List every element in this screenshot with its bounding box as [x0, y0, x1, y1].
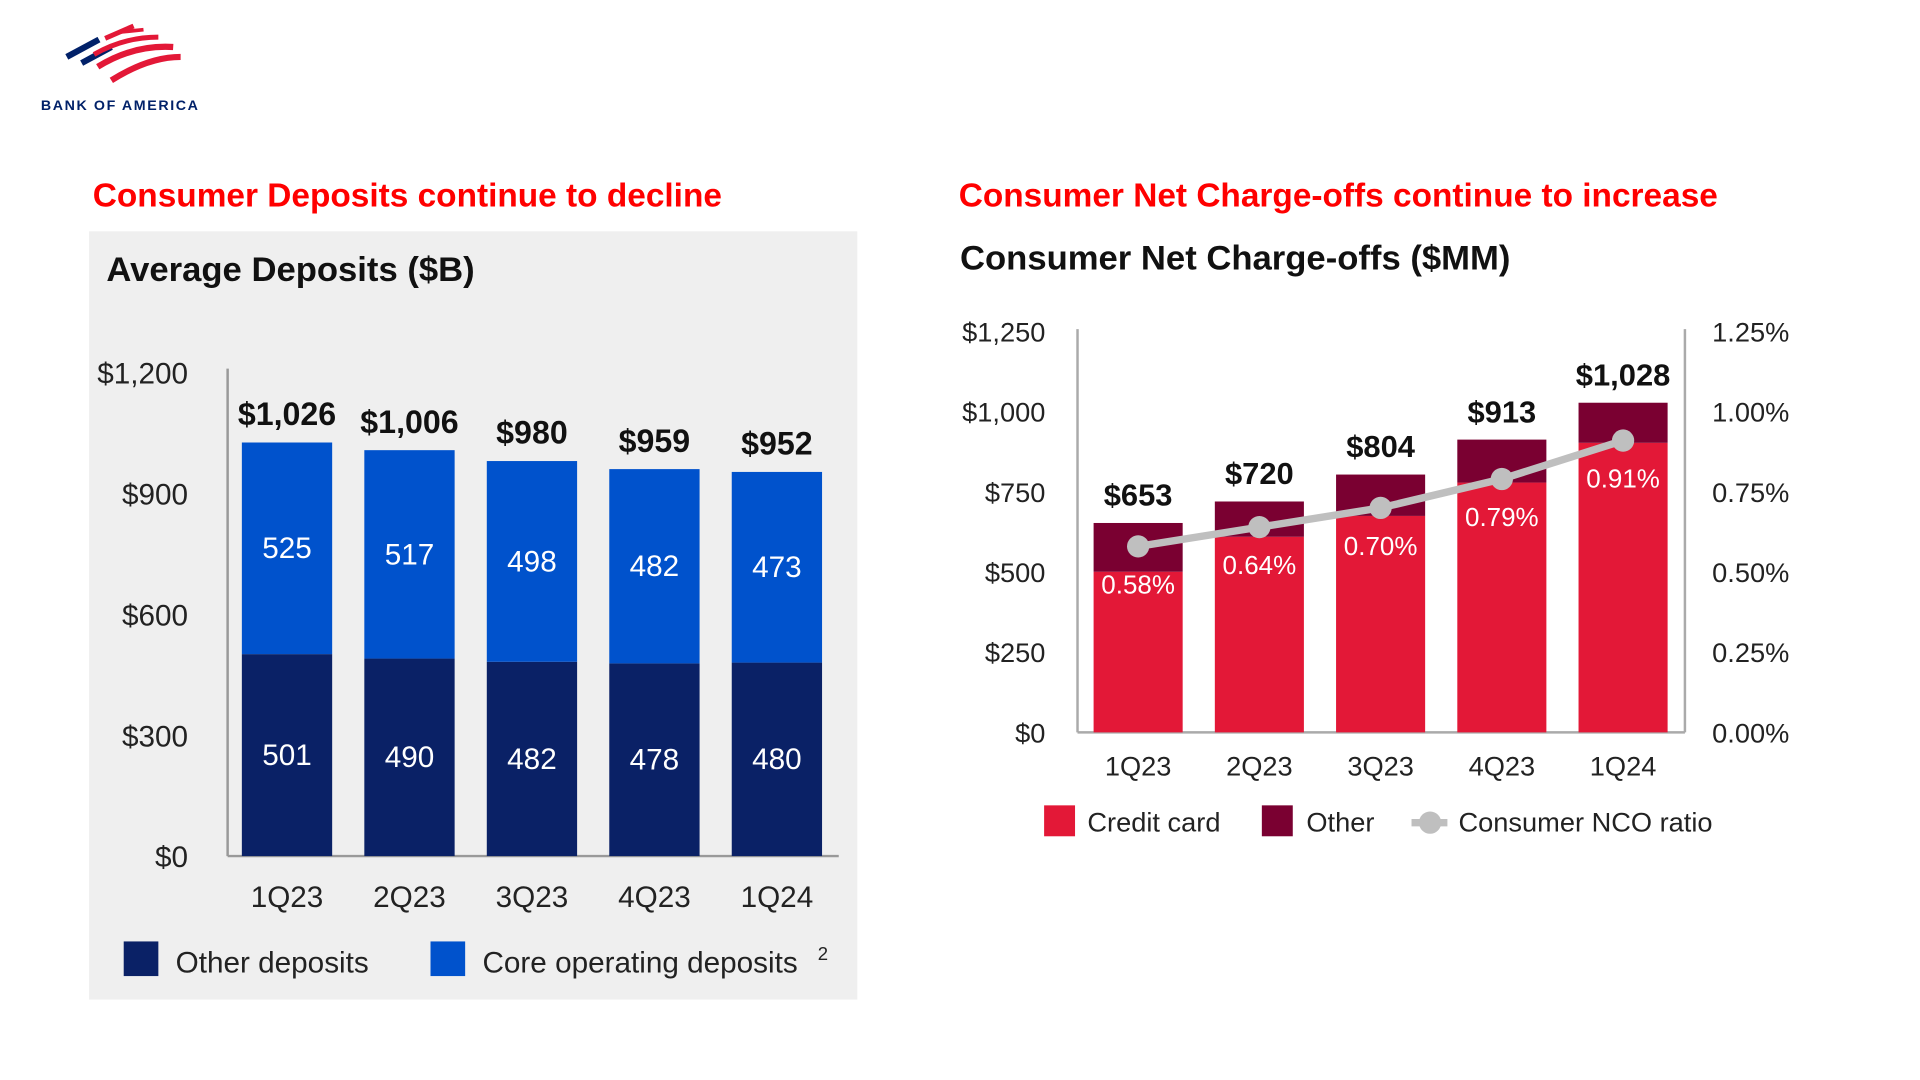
- y-tick-label: $900: [122, 478, 188, 511]
- bar-segment-core-operating: [364, 450, 455, 659]
- bar-total-label: $1,026: [238, 396, 336, 432]
- bar-segment-core-operating: [731, 471, 823, 663]
- nco-ratio-label: 0.58%: [1101, 569, 1175, 599]
- legend-label-core-operating: Core operating deposits: [482, 946, 797, 979]
- x-tick-label: 1Q23: [1105, 751, 1172, 782]
- legend-swatch-core-operating: [430, 941, 466, 977]
- legend-swatch-other: [1261, 805, 1293, 837]
- deposits-headline: Consumer Deposits continue to decline: [92, 176, 722, 215]
- x-tick-label: 2Q23: [373, 881, 446, 914]
- nco-ratio-point: [1490, 467, 1513, 491]
- legend-marker-nco-ratio: [1418, 811, 1442, 834]
- nco-ratio-point: [1248, 516, 1271, 539]
- bar-value-label: 482: [507, 743, 557, 776]
- deposits-chart-title: Average Deposits ($B): [106, 249, 475, 289]
- logo-wordmark: BANK OF AMERICA: [40, 98, 200, 114]
- y-tick-label: $300: [122, 720, 188, 753]
- y-tick-label: $0: [155, 841, 188, 874]
- bar-segment-credit-card: [1336, 515, 1426, 733]
- bar-value-label: 473: [752, 551, 802, 584]
- y-tick-label: $1,200: [97, 358, 188, 391]
- y2-tick-label: 1.25%: [1712, 316, 1789, 347]
- x-tick-label: 1Q24: [741, 881, 814, 914]
- y2-tick-label: 1.00%: [1712, 397, 1789, 428]
- bar-value-label: 525: [262, 532, 312, 565]
- y2-tick-label: 0.25%: [1712, 637, 1789, 668]
- nco-ratio-label: 0.79%: [1465, 502, 1539, 532]
- bar-segment-core-operating: [486, 461, 578, 662]
- bank-of-america-logo: [62, 22, 186, 93]
- bar-segment-other-deposits: [609, 663, 700, 857]
- bar-segment-other-deposits: [364, 658, 455, 857]
- nco-ratio-label: 0.91%: [1586, 464, 1660, 494]
- legend-swatch-other-deposits: [123, 941, 159, 977]
- bar-segment-other-deposits: [241, 654, 333, 857]
- bar-value-label: 482: [630, 550, 680, 583]
- nco-ratio-point: [1611, 429, 1635, 452]
- bar-total-label: $980: [496, 415, 568, 451]
- bar-total-label: $1,028: [1576, 357, 1671, 392]
- nco-ratio-point: [1369, 496, 1392, 520]
- deposits-chart-panel: [89, 231, 858, 1000]
- nco-headline: Consumer Net Charge-offs continue to inc…: [958, 176, 1718, 215]
- bar-segment-other-deposits: [486, 661, 578, 857]
- y-tick-label: $600: [122, 599, 188, 632]
- y-tick-label: $1,000: [962, 397, 1045, 428]
- bar-value-label: 498: [507, 545, 557, 578]
- bar-total-label: $653: [1104, 478, 1173, 513]
- legend-label-nco-ratio: Consumer NCO ratio: [1459, 806, 1713, 837]
- bar-value-label: 490: [385, 741, 435, 774]
- nco-ratio-label: 0.70%: [1344, 531, 1418, 561]
- bar-total-label: $952: [741, 426, 813, 462]
- bar-value-label: 517: [385, 538, 435, 571]
- bar-segment-credit-card: [1578, 442, 1668, 733]
- x-tick-label: 3Q23: [1347, 751, 1414, 782]
- bar-total-label: $720: [1225, 456, 1294, 491]
- nco-ratio-label: 0.64%: [1223, 550, 1297, 580]
- legend-swatch-credit-card: [1044, 805, 1076, 837]
- flag-logo-icon: [65, 23, 181, 84]
- x-tick-label: 4Q23: [1469, 751, 1536, 782]
- y2-tick-label: 0.00%: [1712, 717, 1789, 748]
- bar-segment-credit-card: [1214, 536, 1304, 733]
- y-tick-label: $1,250: [962, 316, 1045, 347]
- bar-segment-core-operating: [609, 469, 700, 664]
- bar-total-label: $804: [1346, 429, 1416, 464]
- y2-tick-label: 0.75%: [1712, 477, 1789, 508]
- bar-segment-credit-card: [1093, 571, 1183, 733]
- y-tick-label: $750: [985, 477, 1046, 508]
- legend-superscript: 2: [818, 943, 828, 964]
- nco-ratio-point: [1126, 535, 1150, 558]
- bar-total-label: $1,006: [360, 404, 458, 440]
- bar-value-label: 480: [752, 743, 802, 776]
- bar-segment-credit-card: [1457, 482, 1547, 733]
- bar-segment-other-deposits: [731, 662, 823, 857]
- legend-label-other-deposits: Other deposits: [176, 946, 369, 979]
- legend-label-other: Other: [1306, 806, 1374, 837]
- x-tick-label: 2Q23: [1226, 751, 1293, 782]
- bar-value-label: 501: [262, 739, 312, 772]
- x-tick-label: 1Q24: [1590, 751, 1657, 782]
- y-tick-label: $250: [985, 637, 1046, 668]
- bar-value-label: 478: [630, 744, 680, 777]
- bar-total-label: $913: [1467, 394, 1536, 429]
- y2-tick-label: 0.50%: [1712, 557, 1789, 588]
- legend-label-credit-card: Credit card: [1087, 806, 1220, 837]
- x-tick-label: 4Q23: [618, 881, 691, 914]
- y-tick-label: $500: [985, 557, 1046, 588]
- bar-segment-core-operating: [241, 442, 333, 655]
- x-tick-label: 3Q23: [496, 881, 569, 914]
- bar-total-label: $959: [619, 423, 691, 459]
- y-tick-label: $0: [1015, 717, 1045, 748]
- nco-chart-title: Consumer Net Charge-offs ($MM): [959, 238, 1511, 278]
- x-tick-label: 1Q23: [251, 881, 324, 914]
